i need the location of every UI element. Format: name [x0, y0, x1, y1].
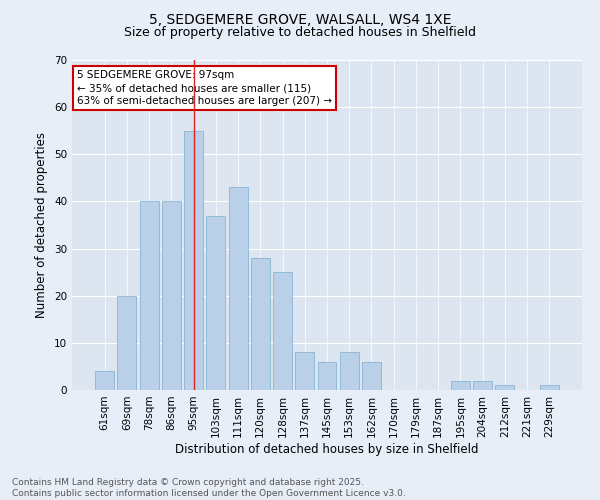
- Bar: [451, 380, 470, 390]
- Text: 5 SEDGEMERE GROVE: 97sqm
← 35% of detached houses are smaller (115)
63% of semi-: 5 SEDGEMERE GROVE: 97sqm ← 35% of detach…: [77, 70, 332, 106]
- Bar: [229, 188, 248, 390]
- Bar: [206, 216, 225, 390]
- Bar: [340, 352, 359, 390]
- Bar: [162, 202, 181, 390]
- Bar: [184, 130, 203, 390]
- Bar: [362, 362, 381, 390]
- Bar: [95, 371, 114, 390]
- Bar: [540, 386, 559, 390]
- Text: Contains HM Land Registry data © Crown copyright and database right 2025.
Contai: Contains HM Land Registry data © Crown c…: [12, 478, 406, 498]
- X-axis label: Distribution of detached houses by size in Shelfield: Distribution of detached houses by size …: [175, 442, 479, 456]
- Bar: [473, 380, 492, 390]
- Text: 5, SEDGEMERE GROVE, WALSALL, WS4 1XE: 5, SEDGEMERE GROVE, WALSALL, WS4 1XE: [149, 12, 451, 26]
- Bar: [295, 352, 314, 390]
- Bar: [140, 202, 158, 390]
- Bar: [317, 362, 337, 390]
- Bar: [273, 272, 292, 390]
- Bar: [251, 258, 270, 390]
- Bar: [496, 386, 514, 390]
- Text: Size of property relative to detached houses in Shelfield: Size of property relative to detached ho…: [124, 26, 476, 39]
- Bar: [118, 296, 136, 390]
- Y-axis label: Number of detached properties: Number of detached properties: [35, 132, 49, 318]
